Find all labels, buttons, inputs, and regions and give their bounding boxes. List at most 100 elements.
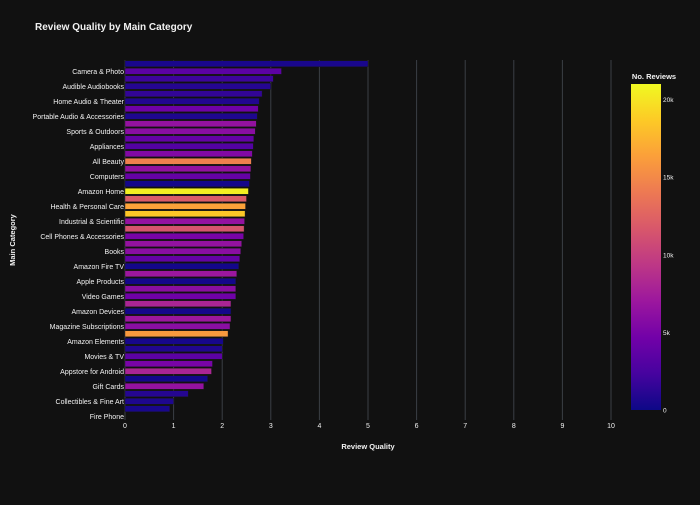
bars-group <box>124 60 369 412</box>
y-tick-label: Books <box>105 249 125 256</box>
colorbar-tick-labels: 20k 15k 10k 5k 0 <box>663 97 674 414</box>
y-tick-label: Camera & Photo <box>72 69 124 76</box>
chart-title: Review Quality by Main Category <box>35 22 193 33</box>
bar[interactable] <box>124 270 237 277</box>
colorbar-tick-label: 20k <box>663 97 674 104</box>
bar[interactable] <box>124 195 247 202</box>
x-tick-label: 3 <box>269 423 273 430</box>
bar[interactable] <box>124 158 252 165</box>
bar[interactable] <box>124 128 256 135</box>
y-tick-label: Health & Personal Care <box>50 204 124 211</box>
bar[interactable] <box>124 165 252 172</box>
x-tick-labels: 0 1 2 3 4 5 6 7 8 9 10 <box>123 423 615 430</box>
y-tick-label: Industrial & Scientific <box>59 219 124 226</box>
bar[interactable] <box>124 120 257 127</box>
x-tick-label: 0 <box>123 423 127 430</box>
bar[interactable] <box>124 248 241 255</box>
bar[interactable] <box>124 285 237 292</box>
colorbar <box>631 84 661 410</box>
colorbar-tick-label: 15k <box>663 175 674 182</box>
bar[interactable] <box>124 308 232 315</box>
y-tick-label: All Beauty <box>92 159 124 166</box>
bar[interactable] <box>124 90 263 97</box>
bar[interactable] <box>124 255 240 262</box>
y-tick-label: Amazon Home <box>78 189 124 196</box>
bar[interactable] <box>124 135 254 142</box>
bar[interactable] <box>124 98 260 105</box>
bar[interactable] <box>124 180 250 187</box>
bar[interactable] <box>124 300 232 307</box>
x-tick-label: 10 <box>607 423 615 430</box>
bar[interactable] <box>124 233 244 240</box>
bar[interactable] <box>124 143 254 150</box>
bar[interactable] <box>124 345 223 352</box>
y-tick-label: Amazon Devices <box>71 309 124 316</box>
y-axis-label: Main Category <box>8 213 17 266</box>
y-tick-label: Cell Phones & Accessories <box>40 234 124 241</box>
colorbar-tick-label: 0 <box>663 408 667 415</box>
bar[interactable] <box>124 323 231 330</box>
x-tick-label: 7 <box>463 423 467 430</box>
bar[interactable] <box>124 278 237 285</box>
bar[interactable] <box>124 113 258 120</box>
y-tick-label: Movies & TV <box>84 354 124 361</box>
colorbar-tick-label: 10k <box>663 252 674 259</box>
y-tick-label: Apple Products <box>77 279 125 286</box>
bar[interactable] <box>124 60 369 67</box>
y-tick-label: Computers <box>90 174 125 181</box>
bar[interactable] <box>124 188 249 195</box>
x-tick-label: 4 <box>317 423 321 430</box>
bar[interactable] <box>124 405 170 412</box>
bar[interactable] <box>124 315 232 322</box>
bar[interactable] <box>124 338 224 345</box>
bar[interactable] <box>124 173 251 180</box>
grid-lines <box>124 60 612 420</box>
y-tick-label: Amazon Elements <box>67 339 124 346</box>
y-tick-label: Gift Cards <box>92 384 124 391</box>
y-tick-label: Video Games <box>82 294 125 301</box>
bar[interactable] <box>124 218 245 225</box>
bar[interactable] <box>124 68 282 75</box>
bar[interactable] <box>124 225 245 232</box>
x-tick-label: 9 <box>560 423 564 430</box>
x-tick-label: 6 <box>415 423 419 430</box>
x-tick-label: 1 <box>172 423 176 430</box>
bar[interactable] <box>124 75 274 82</box>
bar[interactable] <box>124 368 212 375</box>
bar[interactable] <box>124 210 246 217</box>
bar[interactable] <box>124 360 213 367</box>
x-tick-label: 2 <box>220 423 224 430</box>
y-tick-label: Fire Phone <box>90 414 124 421</box>
y-tick-label: Appstore for Android <box>60 369 124 376</box>
y-tick-label: Collectibles & Fine Art <box>56 399 125 406</box>
bar[interactable] <box>124 390 189 397</box>
y-tick-label: Appliances <box>90 144 125 151</box>
y-tick-labels: Camera & Photo Audible Audiobooks Home Aud… <box>33 69 125 421</box>
bar[interactable] <box>124 203 246 210</box>
y-tick-label: Amazon Fire TV <box>74 264 125 271</box>
bar[interactable] <box>124 293 237 300</box>
bar[interactable] <box>124 353 223 360</box>
bar[interactable] <box>124 105 259 112</box>
bar[interactable] <box>124 398 174 405</box>
bar[interactable] <box>124 263 239 270</box>
x-axis-label: Review Quality <box>341 442 395 451</box>
colorbar-tick-label: 5k <box>663 330 671 337</box>
colorbar-title: No. Reviews <box>632 72 676 81</box>
bar[interactable] <box>124 383 204 390</box>
bar[interactable] <box>124 83 272 90</box>
x-tick-label: 8 <box>512 423 516 430</box>
y-tick-label: Magazine Subscriptions <box>50 324 125 331</box>
y-tick-label: Sports & Outdoors <box>66 129 124 136</box>
y-tick-label: Home Audio & Theater <box>53 99 124 106</box>
y-tick-label: Audible Audiobooks <box>63 84 125 91</box>
y-tick-label: Portable Audio & Accessories <box>33 114 125 121</box>
x-tick-label: 5 <box>366 423 370 430</box>
bar[interactable] <box>124 375 208 382</box>
bar[interactable] <box>124 240 242 247</box>
bar[interactable] <box>124 330 229 337</box>
bar[interactable] <box>124 150 253 157</box>
